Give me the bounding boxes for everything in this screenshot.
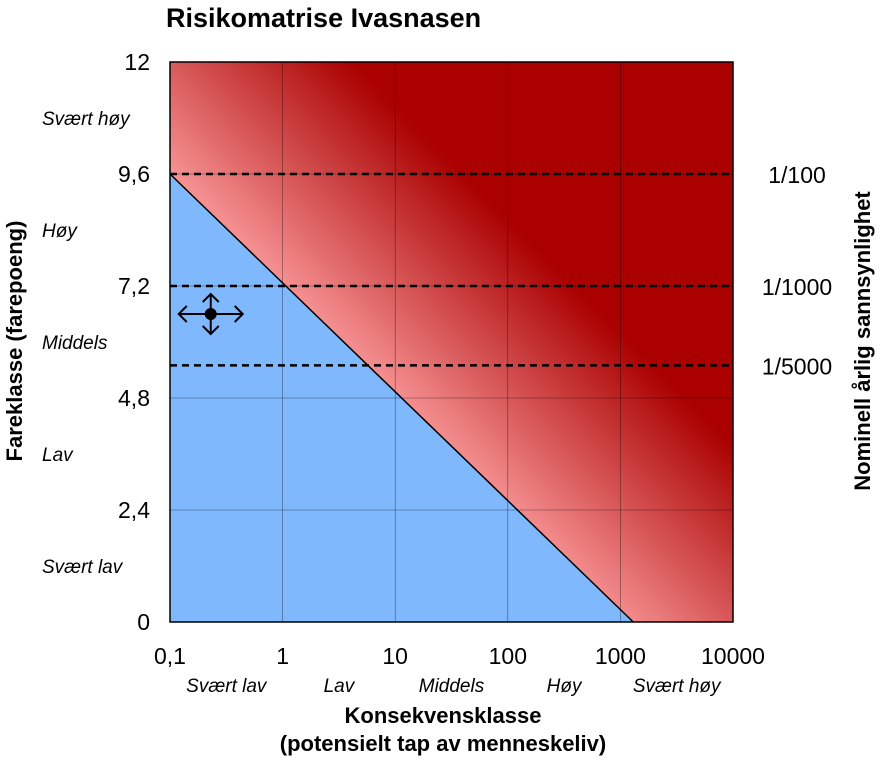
arrowhead-right [234,305,245,323]
x-tick-label: 10 [382,643,408,669]
x-tick-label: 1000 [595,643,646,669]
x-tick-labels: 0,1 1 10 100 1000 10000 [154,643,765,669]
x-axis-label-line2: (potensielt tap av menneskeliv) [280,731,606,756]
risk-boundary-line [169,173,634,623]
y-tick-label: 12 [124,49,150,75]
y-tick-label: 0 [137,609,150,635]
x-tick-label: 0,1 [154,643,186,669]
y-tick-label: 2,4 [118,497,150,523]
marker-dot [204,308,217,320]
position-marker-icon [177,292,245,336]
x-tick-label: 100 [489,643,527,669]
y-class-label: Middels [42,333,108,354]
x-axis-label-line1: Konsekvensklasse [345,703,542,728]
probability-label: 1/100 [768,162,826,188]
x-class-labels: Svært lav Lav Middels Høy Svært høy [186,676,722,697]
x-class-label: Svært høy [633,676,722,697]
x-tick-label: 10000 [701,643,765,669]
plot-frame [169,61,734,623]
y-axis-label: Fareklasse (farepoeng) [2,221,27,462]
probability-label: 1/5000 [762,353,832,379]
arrowhead-left [177,305,188,323]
y-class-label: Svært høy [42,109,131,130]
x-tick-label: 1 [276,643,289,669]
y-class-label: Høy [42,221,78,242]
x-class-label: Middels [419,676,485,697]
y-class-labels: Svært lav Lav Middels Høy Svært høy [42,109,131,578]
probability-labels: 1/100 1/1000 1/5000 [762,162,832,379]
y2-axis-label: Nominell årlig sannsynlighet [850,191,875,491]
arrowhead-up [202,292,220,303]
x-class-label: Lav [324,676,356,697]
x-class-label: Høy [547,676,583,697]
probability-label: 1/1000 [762,274,832,300]
y-class-label: Svært lav [42,557,124,578]
y-tick-label: 7,2 [118,273,150,299]
y-tick-labels: 0 2,4 4,8 7,2 9,6 12 [118,49,150,635]
arrowhead-down [202,325,220,336]
y-class-label: Lav [42,445,74,466]
x-class-label: Svært lav [186,676,268,697]
y-tick-label: 4,8 [118,385,150,411]
y-tick-label: 9,6 [118,161,150,187]
chart-title: Risikomatrise Ivasnasen [166,3,481,33]
probability-lines [170,172,733,367]
